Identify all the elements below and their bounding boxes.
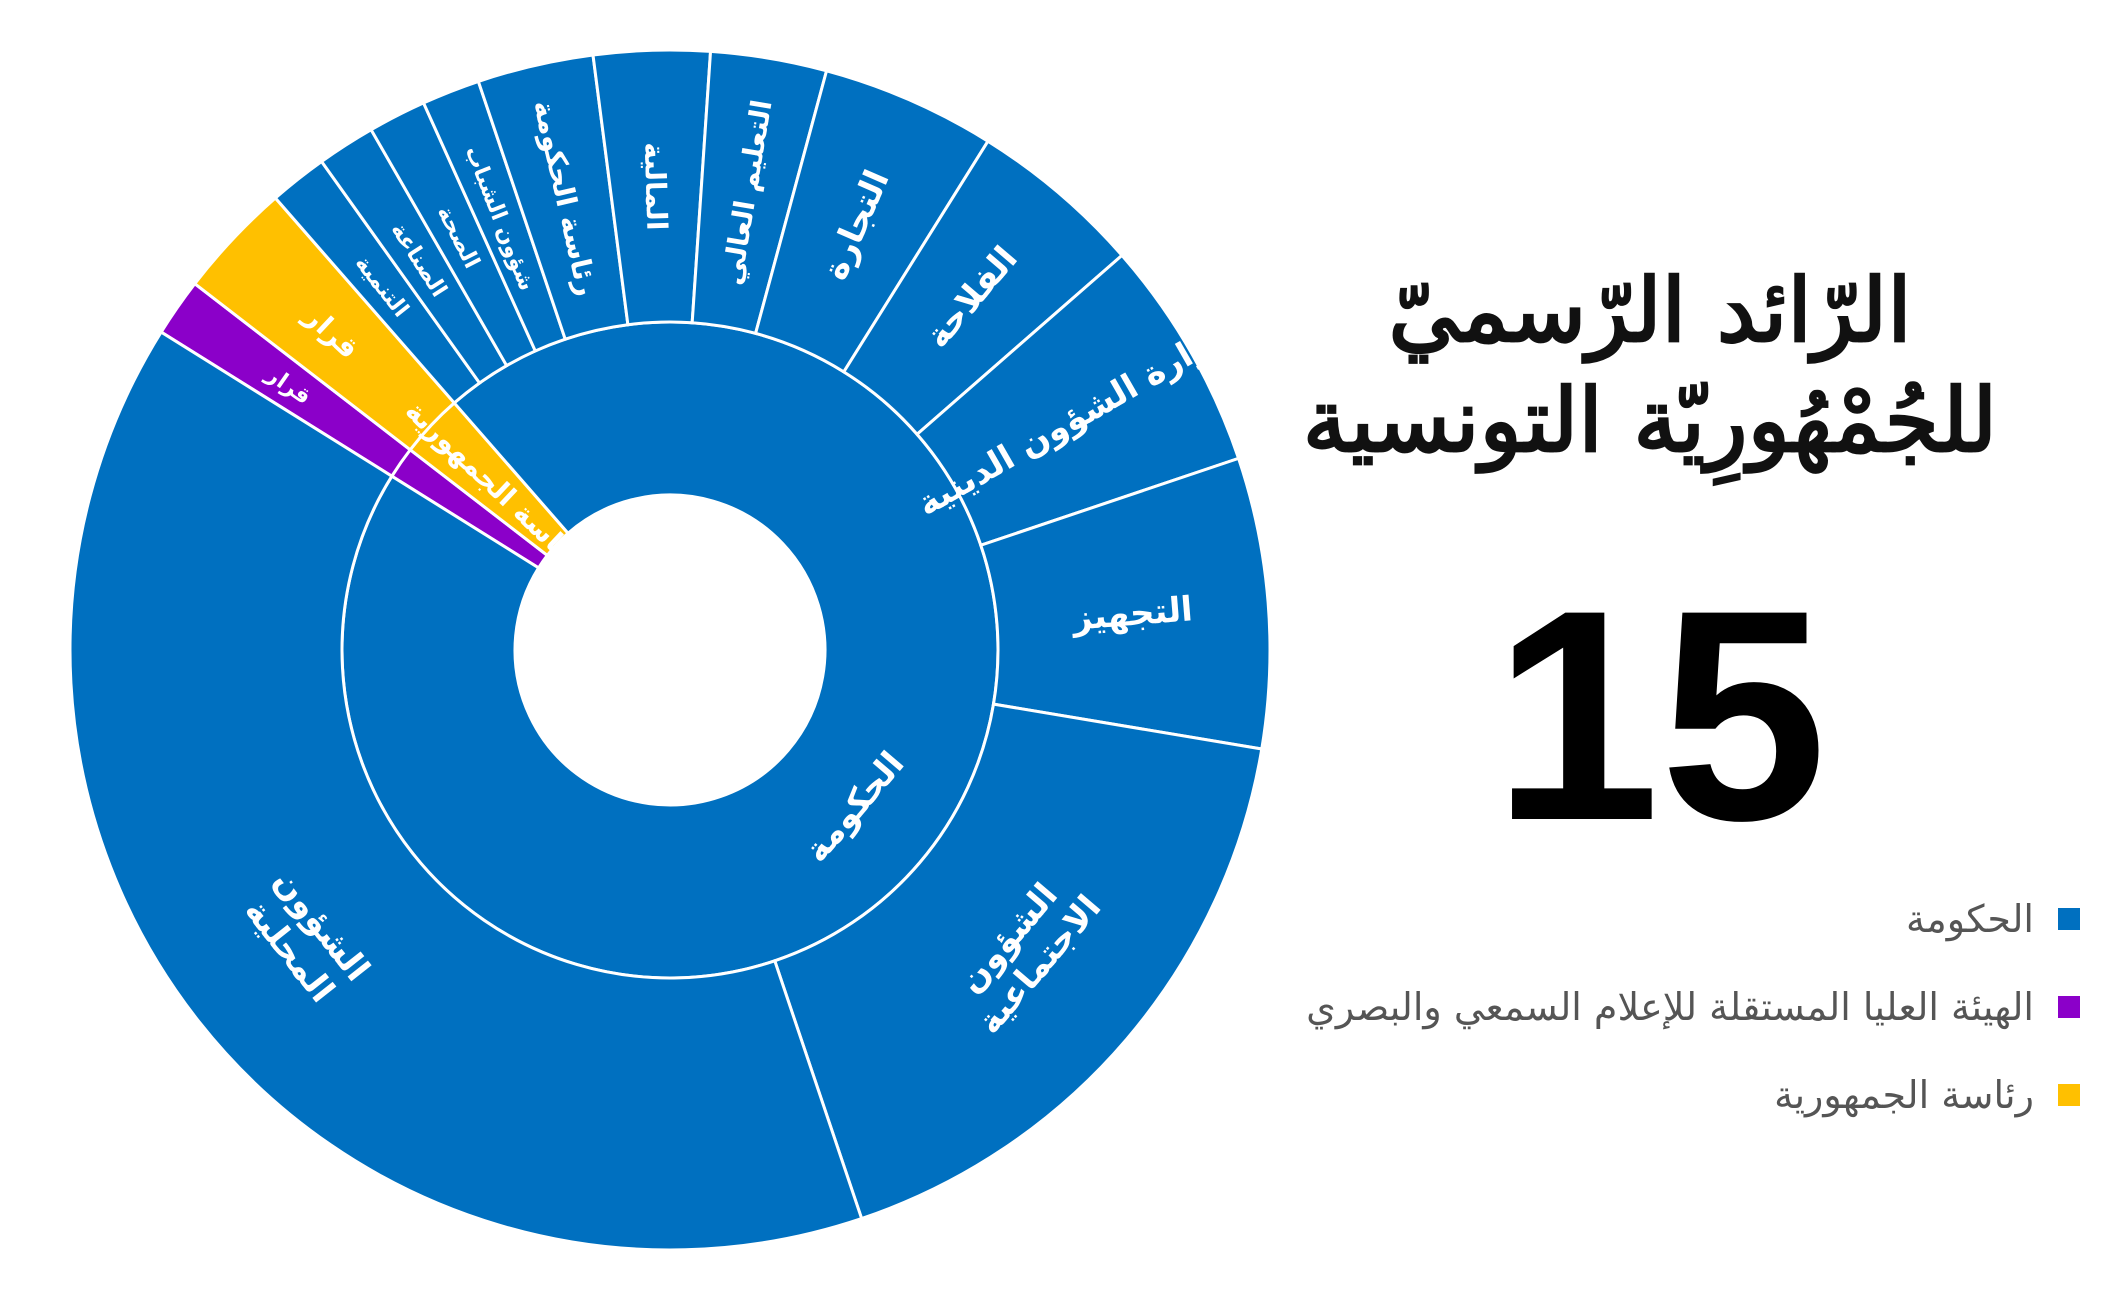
legend: الحكومة الهيئة العليا المستقلة للإعلام ال…	[1270, 875, 2080, 1139]
legend-label-haica: الهيئة العليا المستقلة للإعلام السمعي وا…	[1306, 985, 2034, 1029]
outer-ring-segment-13	[772, 702, 1264, 1221]
title-logo: الرّائد الرّسميّ للجُمْهُورِيّة التونسية	[1270, 255, 2030, 475]
legend-item-presidency: رئاسة الجمهورية	[1270, 1051, 2080, 1139]
outer-ring-segment-14	[68, 329, 864, 1252]
legend-label-presidency: رئاسة الجمهورية	[1774, 1073, 2034, 1117]
legend-swatch-presidency	[2058, 1084, 2080, 1106]
issue-number: 15	[1493, 547, 1827, 883]
title-line-2: للجُمْهُورِيّة التونسية	[1302, 368, 1998, 472]
outer-ring-label-12: التجهيز	[1069, 589, 1194, 639]
outer-ring-label-text-7-0: المالية	[638, 142, 674, 231]
outer-ring-label-7: المالية	[638, 142, 674, 231]
legend-label-government: الحكومة	[1905, 897, 2034, 941]
legend-swatch-haica	[2058, 996, 2080, 1018]
legend-item-government: الحكومة	[1270, 875, 2080, 963]
outer-ring-label-text-12-0: التجهيز	[1069, 589, 1194, 639]
title-line-1: الرّائد الرّسميّ	[1388, 258, 1912, 362]
legend-swatch-government	[2058, 908, 2080, 930]
legend-item-haica: الهيئة العليا المستقلة للإعلام السمعي وا…	[1270, 963, 2080, 1051]
chart-segments	[68, 48, 1272, 1252]
